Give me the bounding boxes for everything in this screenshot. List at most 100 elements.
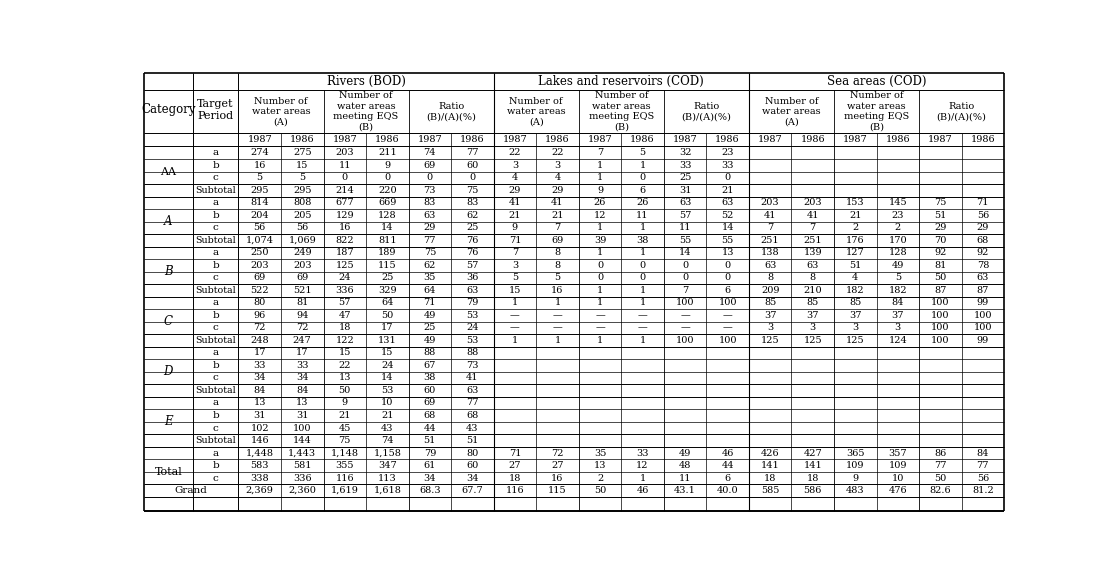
Text: 85: 85	[764, 298, 776, 307]
Text: 0: 0	[640, 173, 645, 182]
Text: 3: 3	[767, 324, 773, 332]
Text: 57: 57	[338, 298, 351, 307]
Text: 14: 14	[721, 223, 734, 232]
Text: 84: 84	[977, 449, 989, 457]
Text: 251: 251	[803, 236, 822, 245]
Text: 17: 17	[381, 324, 393, 332]
Text: 131: 131	[377, 336, 396, 345]
Text: 1: 1	[640, 286, 645, 295]
Text: Number of
water areas
meeting EQS
(B): Number of water areas meeting EQS (B)	[334, 91, 399, 131]
Text: 49: 49	[423, 311, 436, 320]
Text: 25: 25	[466, 223, 478, 232]
Text: 60: 60	[466, 461, 478, 470]
Text: 1986: 1986	[290, 135, 315, 144]
Text: 57: 57	[679, 211, 691, 220]
Text: 33: 33	[679, 161, 691, 170]
Text: 79: 79	[466, 298, 478, 307]
Text: 16: 16	[551, 286, 563, 295]
Text: 8: 8	[767, 273, 773, 283]
Text: 13: 13	[296, 398, 308, 408]
Text: c: c	[213, 373, 218, 383]
Text: Number of
water areas
meeting EQS
(B): Number of water areas meeting EQS (B)	[843, 91, 909, 131]
Text: 51: 51	[849, 261, 861, 270]
Text: 71: 71	[508, 449, 521, 457]
Text: 125: 125	[760, 336, 780, 345]
Text: 60: 60	[423, 386, 436, 395]
Text: 203: 203	[251, 261, 269, 270]
Text: 116: 116	[505, 486, 524, 495]
Text: 365: 365	[846, 449, 865, 457]
Text: 11: 11	[679, 474, 691, 482]
Text: 43: 43	[466, 423, 478, 433]
Text: 814: 814	[251, 198, 269, 207]
Text: 29: 29	[551, 186, 563, 195]
Text: 7: 7	[810, 223, 815, 232]
Text: 62: 62	[423, 261, 436, 270]
Text: 83: 83	[423, 198, 436, 207]
Text: B: B	[164, 265, 172, 278]
Text: 3: 3	[512, 161, 519, 170]
Text: 56: 56	[296, 223, 308, 232]
Text: 100: 100	[718, 298, 737, 307]
Text: 63: 63	[423, 211, 436, 220]
Text: 69: 69	[423, 398, 436, 408]
Text: Lakes and reservoirs (COD): Lakes and reservoirs (COD)	[539, 75, 704, 89]
Text: 128: 128	[377, 211, 396, 220]
Text: Ratio
(B)/(A)(%): Ratio (B)/(A)(%)	[427, 102, 476, 121]
Text: 23: 23	[721, 148, 734, 157]
Text: 50: 50	[381, 311, 393, 320]
Text: 141: 141	[760, 461, 780, 470]
Text: 18: 18	[508, 474, 521, 482]
Text: 182: 182	[846, 286, 865, 295]
Text: 63: 63	[806, 261, 819, 270]
Text: 0: 0	[725, 173, 730, 182]
Text: 16: 16	[338, 223, 351, 232]
Text: 100: 100	[931, 311, 950, 320]
Text: 16: 16	[253, 161, 265, 170]
Text: 52: 52	[721, 211, 734, 220]
Text: E: E	[164, 415, 172, 428]
Text: 247: 247	[292, 336, 311, 345]
Text: 92: 92	[934, 248, 946, 257]
Text: 139: 139	[803, 248, 822, 257]
Text: 0: 0	[725, 273, 730, 283]
Text: 36: 36	[466, 273, 478, 283]
Text: 9: 9	[512, 223, 517, 232]
Text: 77: 77	[466, 398, 478, 408]
Text: 13: 13	[594, 461, 606, 470]
Text: 8: 8	[554, 248, 560, 257]
Text: 75: 75	[934, 198, 946, 207]
Text: 34: 34	[296, 373, 308, 383]
Text: 1987: 1987	[248, 135, 272, 144]
Text: 29: 29	[977, 223, 989, 232]
Text: 33: 33	[636, 449, 648, 457]
Text: 2,360: 2,360	[288, 486, 316, 495]
Text: 33: 33	[721, 161, 734, 170]
Text: 116: 116	[336, 474, 354, 482]
Text: 82.6: 82.6	[930, 486, 951, 495]
Text: a: a	[213, 298, 218, 307]
Text: Number of
water areas
(A): Number of water areas (A)	[762, 97, 821, 126]
Text: —: —	[722, 324, 732, 332]
Text: 1: 1	[640, 161, 645, 170]
Text: 84: 84	[892, 298, 904, 307]
Text: 15: 15	[508, 286, 521, 295]
Text: 24: 24	[466, 324, 478, 332]
Text: 21: 21	[721, 186, 734, 195]
Text: 102: 102	[251, 423, 269, 433]
Text: 6: 6	[640, 186, 645, 195]
Text: 53: 53	[466, 336, 478, 345]
Text: 71: 71	[977, 198, 989, 207]
Text: 1986: 1986	[545, 135, 570, 144]
Text: 100: 100	[973, 324, 992, 332]
Text: 210: 210	[803, 286, 822, 295]
Text: 77: 77	[977, 461, 989, 470]
Text: 522: 522	[251, 286, 269, 295]
Text: 60: 60	[466, 161, 478, 170]
Text: 51: 51	[466, 436, 478, 445]
Text: 153: 153	[846, 198, 865, 207]
Text: 808: 808	[293, 198, 311, 207]
Text: 3: 3	[810, 324, 815, 332]
Text: 115: 115	[548, 486, 567, 495]
Text: 63: 63	[977, 273, 989, 283]
